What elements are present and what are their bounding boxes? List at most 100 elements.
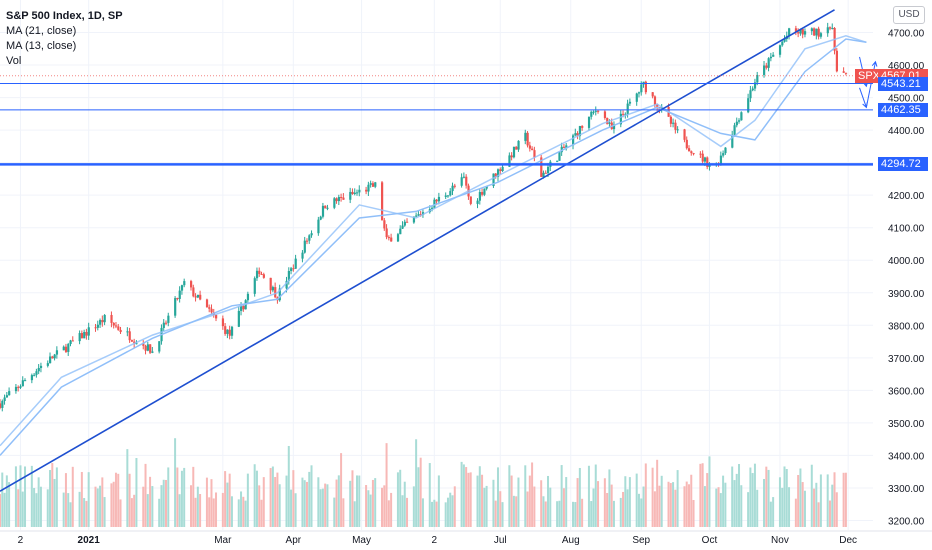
price-tick-label: 4500.00 — [888, 94, 925, 105]
candle-body — [794, 28, 798, 32]
volume-bar — [797, 475, 800, 527]
volume-bar — [531, 462, 534, 527]
candle-body — [687, 148, 691, 152]
candle-body — [308, 235, 311, 241]
time-tick-label: 2 — [432, 535, 438, 546]
candle-body — [653, 96, 657, 105]
volume-bar — [428, 463, 431, 527]
candle-body — [765, 65, 768, 68]
legend-ma13[interactable]: MA (13, close) — [6, 40, 77, 52]
price-tick-label: 4400.00 — [888, 126, 925, 137]
candle-body — [358, 189, 361, 193]
volume-bar — [781, 487, 784, 527]
candle-body — [683, 129, 686, 140]
candle-body — [221, 318, 225, 327]
currency-button[interactable]: USD — [893, 6, 925, 24]
candle-body — [558, 152, 561, 161]
candle-body — [781, 41, 784, 46]
volume-bar — [667, 481, 670, 527]
candle-body — [365, 189, 368, 192]
volume-bar — [492, 479, 495, 527]
volume-bar — [199, 494, 202, 527]
level-price-label: 4543.21 — [878, 76, 928, 91]
volume-bar — [167, 467, 170, 527]
volume-bar — [326, 484, 329, 527]
volume-bar — [556, 501, 559, 527]
candle-body — [417, 214, 420, 216]
time-tick-label: Dec — [839, 535, 857, 546]
candle-body — [390, 237, 393, 242]
candle-body — [692, 153, 695, 155]
legend-volume[interactable]: Vol — [6, 55, 22, 67]
candle-body — [301, 252, 304, 259]
volume-bar — [119, 499, 122, 527]
price-tick-label: 3800.00 — [888, 321, 925, 332]
volume-bar — [481, 474, 484, 527]
volume-bar — [612, 500, 615, 527]
candle-body — [751, 88, 754, 91]
volume-bar — [190, 485, 193, 527]
candle-body — [401, 225, 404, 229]
candle-body — [83, 331, 86, 339]
candle-body — [255, 270, 259, 279]
candle-body — [651, 92, 654, 97]
volume-bar — [160, 485, 163, 527]
volume-bar — [67, 493, 70, 527]
price-tick-label: 4000.00 — [888, 256, 925, 267]
candle-body — [703, 157, 707, 162]
time-axis[interactable]: 2 2021 Mar Apr May 2 Jul Aug Sep Oct Nov Dec — [0, 530, 932, 546]
candle-body — [415, 215, 418, 217]
candle-body — [574, 133, 577, 136]
volume-bar — [690, 474, 693, 527]
candle-body — [669, 116, 673, 124]
volume-bar — [146, 494, 149, 527]
candle-body — [87, 327, 90, 336]
candle-body — [769, 56, 773, 59]
candle-body — [14, 386, 18, 392]
volume-bar — [285, 475, 288, 527]
volume-bar — [246, 473, 249, 527]
volume-bar — [210, 479, 213, 527]
candle-body — [481, 192, 484, 195]
volume-bar — [740, 485, 743, 527]
candle-body — [512, 146, 516, 158]
candle-body — [39, 365, 43, 368]
volume-bar — [772, 497, 775, 527]
candle-body — [533, 150, 536, 158]
volume-bar — [53, 478, 56, 527]
volume-bar — [321, 488, 324, 527]
candle-body — [592, 111, 595, 113]
volume-bar — [221, 492, 224, 527]
candle-body — [303, 240, 306, 253]
candles — [0, 22, 848, 412]
volume-bar — [356, 475, 359, 527]
volume-bar — [510, 475, 513, 527]
candle-body — [747, 98, 750, 113]
candle-body — [465, 176, 468, 186]
time-tick-label: May — [352, 535, 371, 546]
candle-body — [608, 122, 611, 124]
candle-body — [240, 306, 243, 311]
candle-body — [80, 333, 84, 339]
price-tick-label: 3700.00 — [888, 354, 925, 365]
volume-bar — [581, 498, 584, 527]
volume-bar — [476, 475, 479, 527]
volume-bar — [96, 488, 99, 527]
volume-bar — [653, 491, 656, 527]
volume-bar — [383, 485, 386, 527]
candle-body — [628, 101, 632, 104]
volume-bar — [644, 463, 647, 527]
candle-body — [51, 356, 54, 359]
volume-bar — [365, 485, 368, 527]
price-tick-label: 3300.00 — [888, 484, 925, 495]
volume-bar — [240, 491, 243, 527]
legend-ma21[interactable]: MA (21, close) — [6, 25, 77, 37]
candle-body — [192, 287, 195, 297]
volume-bar — [349, 480, 352, 527]
volume-bar — [3, 492, 6, 527]
volume-bar — [619, 497, 622, 527]
trend-line — [0, 9, 835, 492]
candle-body — [842, 71, 845, 73]
volume-bar — [783, 466, 786, 527]
